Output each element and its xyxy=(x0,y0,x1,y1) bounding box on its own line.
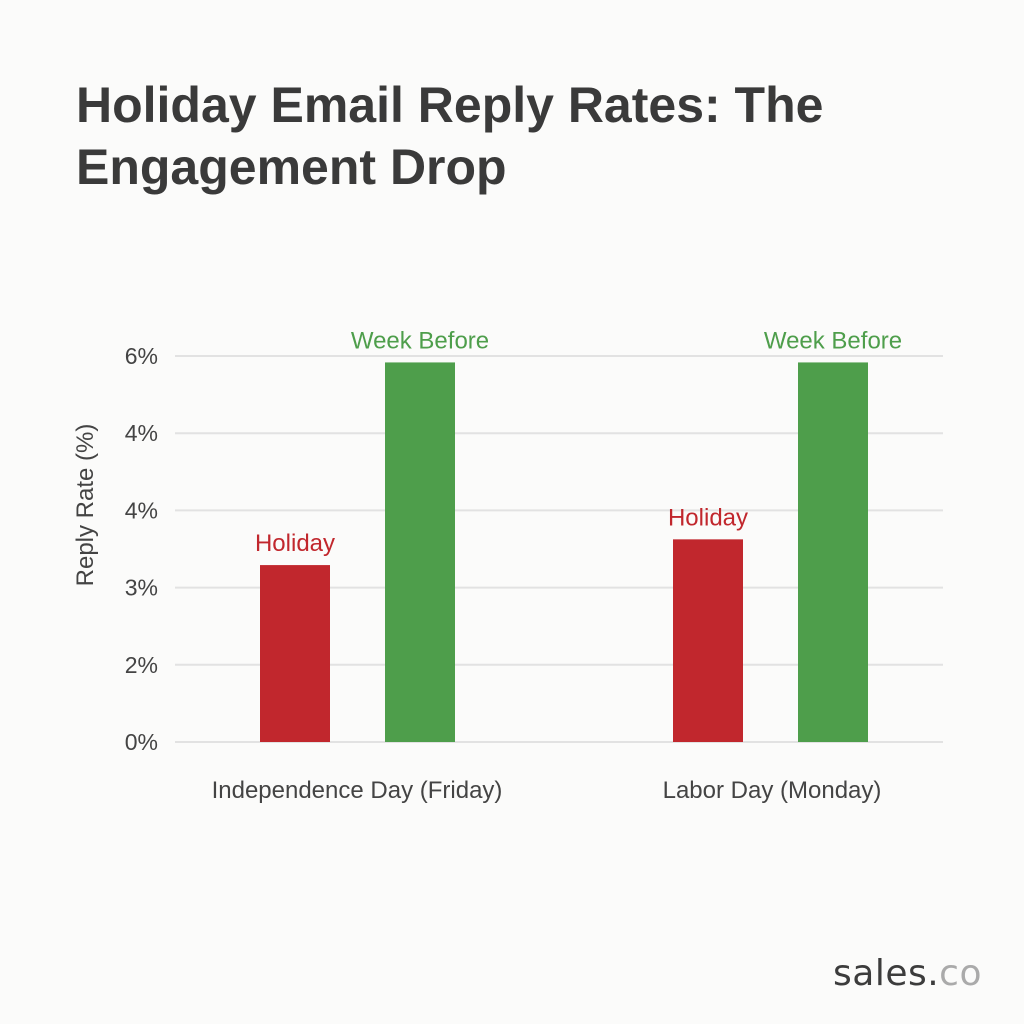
y-axis-label: Reply Rate (%) xyxy=(72,424,99,587)
bar-label: Week Before xyxy=(351,327,489,354)
bar-holiday xyxy=(673,539,743,742)
bar-week-before xyxy=(798,362,868,742)
x-category-label: Labor Day (Monday) xyxy=(663,777,882,804)
bar-holiday xyxy=(260,565,330,742)
y-tick-label: 3% xyxy=(125,575,158,601)
y-tick-label: 2% xyxy=(125,652,158,678)
logo-main-text: sales. xyxy=(833,953,940,994)
y-tick-label: 4% xyxy=(125,420,158,446)
y-tick-label: 4% xyxy=(125,497,158,523)
sales-co-logo: sales.co xyxy=(833,953,982,994)
y-tick-label: 6% xyxy=(125,343,158,369)
bar-label: Holiday xyxy=(668,504,748,531)
chart-title: Holiday Email Reply Rates: The Engagemen… xyxy=(76,77,824,195)
x-category-label: Independence Day (Friday) xyxy=(212,777,503,804)
logo-accent-text: co xyxy=(939,953,982,994)
y-tick-label: 0% xyxy=(125,729,158,755)
bar-label: Holiday xyxy=(255,530,335,557)
bar-label: Week Before xyxy=(764,327,902,354)
bar-week-before xyxy=(385,362,455,742)
